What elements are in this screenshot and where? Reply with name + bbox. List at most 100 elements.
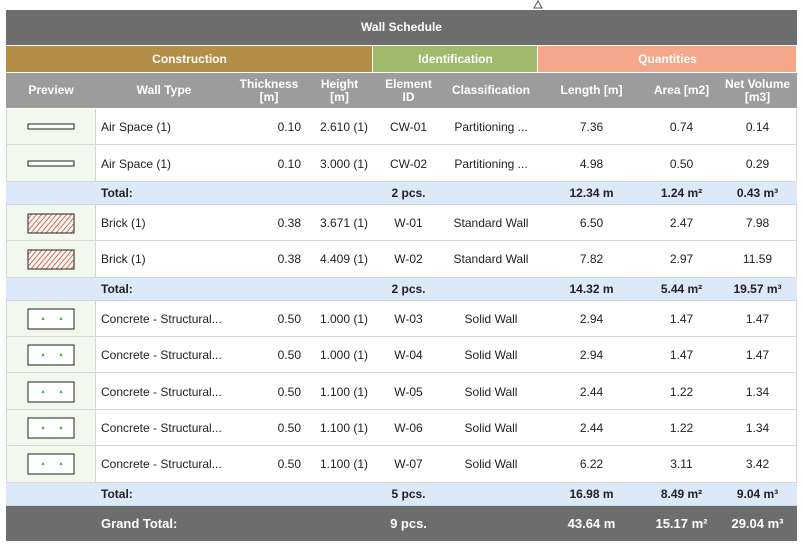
cell: Partitioning ... xyxy=(454,156,528,171)
cell: W-01 xyxy=(394,215,423,230)
column-header: Wall Type xyxy=(136,83,192,97)
cell: Solid Wall xyxy=(464,384,518,399)
grand-total-bg xyxy=(6,505,797,541)
cell: Air Space (1) xyxy=(101,120,172,135)
cell: 2.47 xyxy=(669,215,694,230)
cell: 0.50 xyxy=(277,420,301,435)
column-header-bg xyxy=(6,73,797,108)
total-value: 19.57 m³ xyxy=(733,282,782,297)
cell: Standard Wall xyxy=(453,252,529,267)
cell: 3.671 (1) xyxy=(319,215,368,230)
cell: Solid Wall xyxy=(464,457,518,472)
column-header: Area [m2] xyxy=(653,83,710,97)
total-label: Total: xyxy=(101,186,133,201)
cell: Concrete - Structural... xyxy=(101,457,222,472)
total-row-bg xyxy=(6,181,797,205)
cell: 6.22 xyxy=(579,457,604,472)
cell: 2.610 (1) xyxy=(319,120,368,135)
cell: 6.50 xyxy=(579,215,604,230)
cell: 0.50 xyxy=(277,348,301,363)
cell: 7.82 xyxy=(579,252,604,267)
cell: 0.50 xyxy=(277,384,301,399)
total-value: 0.43 m³ xyxy=(736,186,779,201)
cell: 1.100 (1) xyxy=(319,384,368,399)
column-header: Net Volume [m3] xyxy=(724,76,791,104)
total-value: 5.44 m² xyxy=(660,282,703,297)
cell: 3.11 xyxy=(670,457,693,472)
group-header: Quantities xyxy=(638,51,697,66)
cell: 0.14 xyxy=(745,120,770,135)
cell: 2.97 xyxy=(669,252,694,267)
wall-preview xyxy=(27,381,75,403)
cell: W-06 xyxy=(394,420,423,435)
wall-preview xyxy=(27,308,75,330)
grand-total-label: Grand Total: xyxy=(101,515,178,531)
wall-preview xyxy=(27,213,75,234)
total-count: 2 pcs. xyxy=(391,186,426,201)
wall-preview xyxy=(27,160,75,167)
cell: 1.34 xyxy=(745,384,770,399)
cell: 2.94 xyxy=(579,311,604,326)
column-header: Preview xyxy=(28,83,74,97)
cell: W-07 xyxy=(394,457,423,472)
group-header: Construction xyxy=(152,51,227,66)
cell: 0.10 xyxy=(277,156,301,171)
cell: 1.22 xyxy=(669,384,694,399)
cell: CW-01 xyxy=(389,120,428,135)
total-value: 9.04 m³ xyxy=(736,487,779,502)
total-count: 2 pcs. xyxy=(391,282,426,297)
cell: 0.38 xyxy=(277,215,301,230)
cell: 1.34 xyxy=(745,420,770,435)
cell: 3.42 xyxy=(745,457,770,472)
preview-cell xyxy=(6,241,96,278)
cell: 1.47 xyxy=(669,348,694,363)
total-value: 15.17 m² xyxy=(655,515,708,531)
total-value: 12.34 m xyxy=(569,186,614,201)
cell: Concrete - Structural... xyxy=(101,348,222,363)
cell: 1.47 xyxy=(745,311,770,326)
cell: 1.47 xyxy=(745,348,770,363)
total-row-bg xyxy=(6,277,797,301)
cell: Brick (1) xyxy=(101,215,146,230)
cell: Solid Wall xyxy=(464,420,518,435)
cell: 1.000 (1) xyxy=(319,311,368,326)
cell: 1.100 (1) xyxy=(319,457,368,472)
cell: Brick (1) xyxy=(101,252,146,267)
total-value: 8.49 m² xyxy=(660,487,703,502)
total-label: Total: xyxy=(101,487,133,502)
cell: Partitioning ... xyxy=(454,120,528,135)
cell: 2.44 xyxy=(579,384,604,399)
wall-preview xyxy=(27,417,75,439)
cell: 0.74 xyxy=(669,120,694,135)
cell: 0.10 xyxy=(277,120,301,135)
total-value: 1.24 m² xyxy=(660,186,703,201)
cell: W-02 xyxy=(394,252,423,267)
table-title: Wall Schedule xyxy=(361,20,442,34)
column-header: Classification xyxy=(451,83,531,97)
cell: Concrete - Structural... xyxy=(101,384,222,399)
column-header: Height [m] xyxy=(320,76,359,104)
cell: 3.000 (1) xyxy=(319,156,368,171)
total-label: Total: xyxy=(101,282,133,297)
total-count: 5 pcs. xyxy=(391,487,426,502)
cell: Solid Wall xyxy=(464,311,518,326)
total-value: 14.32 m xyxy=(569,282,614,297)
cell: 7.36 xyxy=(579,120,604,135)
group-header-bg xyxy=(538,46,797,72)
resize-handle[interactable] xyxy=(533,0,543,9)
cell: 0.50 xyxy=(277,457,301,472)
cell: 11.59 xyxy=(742,252,773,267)
title-bar xyxy=(6,10,797,45)
column-header: Element ID xyxy=(385,76,432,104)
total-value: 29.04 m³ xyxy=(731,515,784,531)
column-header: Length [m] xyxy=(560,83,623,97)
cell: Concrete - Structural... xyxy=(101,311,222,326)
total-row-bg xyxy=(6,482,797,506)
cell: 0.29 xyxy=(745,156,770,171)
total-value: 43.64 m xyxy=(567,515,616,531)
cell: W-05 xyxy=(394,384,423,399)
cell: 0.50 xyxy=(277,311,301,326)
cell: CW-02 xyxy=(389,156,428,171)
wall-preview xyxy=(27,123,75,130)
